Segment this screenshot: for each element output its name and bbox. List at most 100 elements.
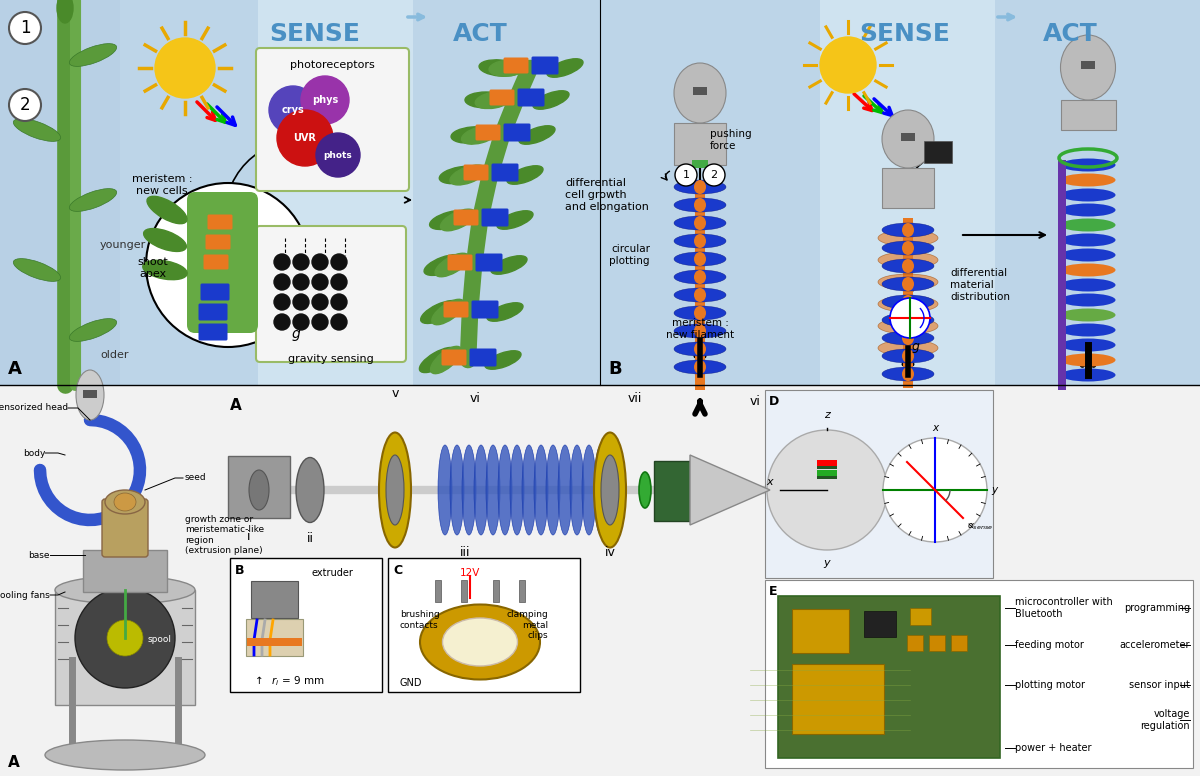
- FancyBboxPatch shape: [654, 461, 694, 521]
- Text: A: A: [8, 360, 22, 378]
- Text: 1: 1: [19, 19, 30, 37]
- FancyBboxPatch shape: [504, 57, 528, 74]
- Polygon shape: [690, 455, 770, 525]
- Ellipse shape: [46, 740, 205, 770]
- Circle shape: [331, 274, 347, 290]
- Ellipse shape: [1061, 309, 1116, 321]
- FancyBboxPatch shape: [475, 254, 503, 272]
- Text: UVR: UVR: [294, 133, 317, 143]
- FancyBboxPatch shape: [517, 88, 545, 106]
- Ellipse shape: [1061, 234, 1116, 247]
- Ellipse shape: [379, 432, 410, 548]
- Ellipse shape: [76, 370, 104, 420]
- Text: x: x: [932, 423, 938, 433]
- Ellipse shape: [694, 180, 706, 194]
- Ellipse shape: [106, 490, 145, 514]
- Circle shape: [274, 314, 290, 330]
- Text: A: A: [8, 755, 19, 770]
- FancyBboxPatch shape: [864, 611, 896, 637]
- FancyBboxPatch shape: [472, 300, 498, 318]
- FancyBboxPatch shape: [820, 0, 995, 385]
- Ellipse shape: [1061, 338, 1116, 352]
- Ellipse shape: [902, 349, 914, 363]
- Circle shape: [293, 274, 310, 290]
- Ellipse shape: [518, 126, 556, 144]
- Text: older: older: [100, 350, 128, 360]
- Circle shape: [312, 294, 328, 310]
- Text: plotting motor: plotting motor: [1015, 680, 1085, 690]
- Circle shape: [767, 430, 887, 550]
- FancyBboxPatch shape: [187, 192, 258, 333]
- Text: crys: crys: [282, 105, 305, 115]
- Ellipse shape: [451, 126, 493, 144]
- Text: phys: phys: [312, 95, 338, 105]
- FancyBboxPatch shape: [950, 635, 966, 650]
- Text: seed: seed: [185, 473, 206, 483]
- Text: A: A: [230, 398, 241, 413]
- Ellipse shape: [558, 445, 572, 535]
- Ellipse shape: [486, 445, 500, 535]
- Circle shape: [312, 274, 328, 290]
- Text: i: i: [247, 530, 251, 543]
- Ellipse shape: [148, 196, 187, 223]
- Text: g: g: [292, 327, 301, 341]
- Ellipse shape: [694, 234, 706, 248]
- FancyBboxPatch shape: [929, 635, 944, 650]
- FancyBboxPatch shape: [454, 210, 479, 226]
- Text: meristem :
new cells: meristem : new cells: [132, 174, 192, 196]
- Ellipse shape: [438, 445, 452, 535]
- Ellipse shape: [70, 43, 116, 67]
- FancyBboxPatch shape: [901, 133, 916, 141]
- Ellipse shape: [594, 445, 608, 535]
- FancyBboxPatch shape: [792, 664, 884, 734]
- Ellipse shape: [882, 277, 934, 291]
- Ellipse shape: [882, 295, 934, 309]
- Circle shape: [146, 183, 310, 347]
- FancyBboxPatch shape: [694, 87, 707, 95]
- Text: programming: programming: [1124, 603, 1190, 613]
- Circle shape: [274, 294, 290, 310]
- Text: vii: vii: [628, 392, 642, 405]
- FancyBboxPatch shape: [0, 0, 120, 385]
- FancyBboxPatch shape: [415, 0, 600, 385]
- Text: y: y: [823, 558, 830, 568]
- Text: iv: iv: [605, 546, 616, 559]
- Circle shape: [293, 294, 310, 310]
- Ellipse shape: [443, 618, 517, 666]
- Ellipse shape: [55, 576, 194, 604]
- Ellipse shape: [878, 340, 938, 356]
- Ellipse shape: [674, 234, 726, 248]
- FancyBboxPatch shape: [258, 0, 413, 385]
- Circle shape: [312, 254, 328, 270]
- Ellipse shape: [640, 472, 650, 508]
- FancyBboxPatch shape: [436, 580, 442, 602]
- FancyBboxPatch shape: [817, 470, 838, 476]
- Ellipse shape: [497, 211, 533, 229]
- FancyBboxPatch shape: [882, 168, 934, 208]
- Text: feeding motor: feeding motor: [1015, 640, 1084, 650]
- Ellipse shape: [70, 189, 116, 211]
- Text: photoreceptors: photoreceptors: [289, 60, 374, 70]
- FancyBboxPatch shape: [504, 123, 530, 141]
- Text: power + heater: power + heater: [1015, 743, 1092, 753]
- Ellipse shape: [674, 252, 726, 266]
- Ellipse shape: [498, 445, 512, 535]
- Ellipse shape: [1061, 369, 1116, 382]
- Ellipse shape: [436, 253, 469, 277]
- Text: g: g: [912, 340, 920, 353]
- Ellipse shape: [674, 324, 726, 338]
- Ellipse shape: [878, 318, 938, 334]
- FancyBboxPatch shape: [778, 596, 1000, 758]
- Text: $\uparrow$  $r_i$ = 9 mm: $\uparrow$ $r_i$ = 9 mm: [252, 674, 324, 688]
- FancyBboxPatch shape: [817, 472, 838, 479]
- Text: shoot
apex: shoot apex: [138, 257, 168, 279]
- Text: SENSE: SENSE: [859, 22, 950, 46]
- FancyBboxPatch shape: [256, 48, 409, 191]
- FancyBboxPatch shape: [198, 324, 228, 341]
- Circle shape: [277, 110, 334, 166]
- Ellipse shape: [902, 313, 914, 327]
- Ellipse shape: [674, 306, 726, 320]
- FancyBboxPatch shape: [817, 460, 838, 466]
- Ellipse shape: [70, 319, 116, 341]
- Ellipse shape: [450, 165, 486, 185]
